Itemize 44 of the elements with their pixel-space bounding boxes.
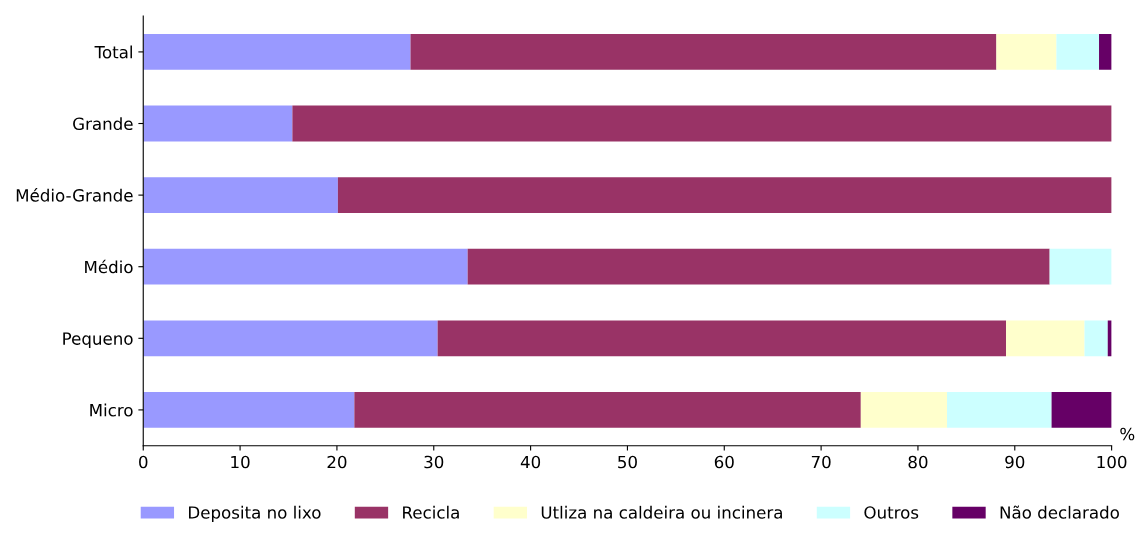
x-tick-label: 40 [520,455,541,469]
x-tick-label: 20 [327,455,347,469]
bar [354,392,861,428]
legend-label: Recicla [403,505,459,519]
bar [1049,248,1112,285]
bar [996,34,1057,70]
bar [143,248,468,285]
bar [1099,34,1112,70]
y-tick-label: Micro [90,403,133,417]
x-tick-label: 50 [618,455,637,469]
x-axis-title: % [1120,427,1135,441]
legend-label: Outros [864,506,919,519]
x-tick-label: 100 [1097,455,1127,469]
y-tick-label: Médio [85,259,133,274]
y-tick-label: Total [94,45,132,59]
bar [437,320,1007,357]
x-tick-label: 80 [908,455,928,469]
bar [860,392,947,428]
x-tick-label: 60 [714,455,734,469]
bar [292,105,1112,142]
legend-label: Não declarado [1000,505,1119,519]
y-tick-label: Pequeno [63,332,133,349]
y-tick-label: Médio-Grande [16,188,133,202]
bar [143,105,293,142]
x-tick-label: 30 [424,455,444,469]
bar [410,34,997,70]
bar [947,392,1052,428]
bar [467,248,1050,285]
x-tick-label: 90 [1005,455,1025,469]
bar [143,34,411,70]
y-tick-label: Grande [73,117,133,131]
bar [337,177,1112,214]
bar [1051,392,1112,428]
legend-label: Utliza na caldeira ou incinera [541,505,782,519]
bar [143,320,438,357]
x-tick-label: 70 [811,455,831,469]
x-tick-label: 10 [231,455,250,469]
bar [143,392,355,428]
bar [1006,320,1085,357]
legend-label: Deposita no lixo [189,505,321,522]
bar [143,177,338,214]
bar [1084,320,1108,357]
bar [1056,34,1100,70]
x-tick-label: 0 [139,455,148,469]
